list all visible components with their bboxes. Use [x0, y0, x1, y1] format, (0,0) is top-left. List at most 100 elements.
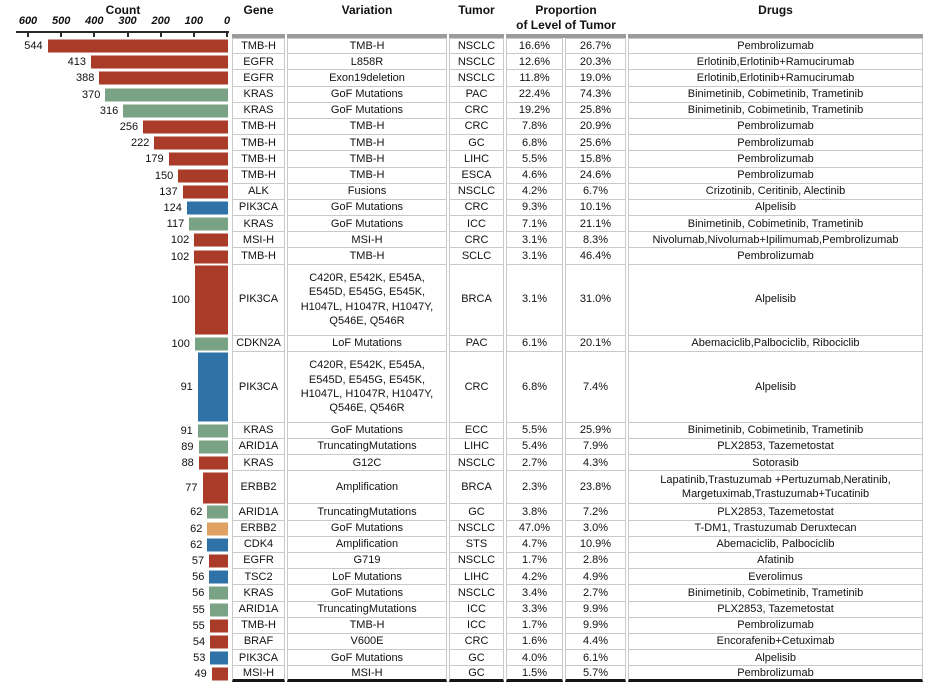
- count-bar-cell: 56: [0, 569, 230, 585]
- proportion-tumor-cell: 4.4%: [565, 633, 626, 651]
- drugs-cell: Pembrolizumab: [628, 167, 923, 184]
- drugs-cell: Erlotinib,Erlotinib+Ramucirumab: [628, 70, 923, 87]
- table-row: 222 TMB-H TMB-H GC 6.8% 25.6% Pembrolizumab: [0, 135, 925, 152]
- variation-cell: GoF Mutations: [287, 585, 447, 602]
- gene-cell: TMB-H: [232, 167, 285, 184]
- count-bar-cell: 150: [0, 168, 230, 184]
- drugs-cell: Binimetinib, Cobimetinib, Trametinib: [628, 216, 923, 233]
- drugs-cell: Pembrolizumab: [628, 666, 923, 682]
- proportion-tumor-cell: 25.9%: [565, 422, 626, 439]
- drugs-cell: Lapatinib,Trastuzumab +Pertuzumab,Nerati…: [628, 471, 923, 505]
- count-bar: [197, 352, 228, 422]
- count-value: 100: [171, 294, 190, 307]
- count-bar: [209, 586, 228, 600]
- tumor-cell: CRC: [449, 633, 504, 651]
- proportion-level-cell: 3.8%: [506, 504, 563, 521]
- proportion-level-cell: 6.1%: [506, 335, 563, 352]
- gene-cell: BRAF: [232, 633, 285, 651]
- table-row: 55 ARID1A TruncatingMutations ICC 3.3% 9.9% PL…: [0, 601, 925, 618]
- variation-cell: G719: [287, 552, 447, 570]
- count-value: 55: [192, 619, 205, 632]
- table-row: 388 EGFR Exon19deletion NSCLC 11.8% 19.0% Erlo…: [0, 70, 925, 87]
- count-bar-cell: 62: [0, 537, 230, 553]
- table-row: 544 TMB-H TMB-H NSCLC 16.6% 26.7% Pembrolizuma…: [0, 38, 925, 55]
- proportion-level-cell: 4.7%: [506, 536, 563, 553]
- count-bar: [143, 120, 228, 134]
- drugs-cell: Sotorasib: [628, 455, 923, 472]
- gene-cell: CDKN2A: [232, 335, 285, 352]
- drugs-cell: Everolimus: [628, 569, 923, 586]
- variation-cell: TruncatingMutations: [287, 439, 447, 456]
- count-bar: [186, 201, 228, 215]
- gene-cell: PIK3CA: [232, 264, 285, 336]
- column-header-proportion: Proportion of Level of Tumor: [506, 0, 626, 38]
- proportion-level-cell: 4.2%: [506, 569, 563, 586]
- tumor-cell: CRC: [449, 351, 504, 423]
- gene-cell: KRAS: [232, 102, 285, 119]
- variation-cell: Amplification: [287, 471, 447, 505]
- proportion-level-cell: 6.8%: [506, 351, 563, 423]
- gene-cell: ARID1A: [232, 504, 285, 521]
- proportion-level-cell: 1.7%: [506, 552, 563, 570]
- tumor-cell: ICC: [449, 617, 504, 634]
- drugs-cell: Binimetinib, Cobimetinib, Trametinib: [628, 102, 923, 119]
- count-bar: [207, 522, 228, 536]
- count-value: 137: [159, 185, 178, 198]
- table-row: 62 ERBB2 GoF Mutations NSCLC 47.0% 3.0% T-DM1,…: [0, 520, 925, 537]
- count-value: 256: [119, 121, 139, 134]
- count-bar-cell: 49: [0, 666, 230, 682]
- variation-cell: TMB-H: [287, 38, 447, 55]
- variation-cell: GoF Mutations: [287, 102, 447, 119]
- proportion-tumor-cell: 2.8%: [565, 552, 626, 570]
- gene-cell: ALK: [232, 183, 285, 200]
- drugs-cell: Pembrolizumab: [628, 248, 923, 265]
- table-row: 62 ARID1A TruncatingMutations GC 3.8% 7.2% PLX…: [0, 504, 925, 521]
- proportion-level-cell: 3.1%: [506, 232, 563, 249]
- proportion-tumor-cell: 4.3%: [565, 455, 626, 472]
- proportion-level-cell: 2.3%: [506, 471, 563, 505]
- proportion-tumor-cell: 3.0%: [565, 520, 626, 537]
- gene-cell: TMB-H: [232, 248, 285, 265]
- table-row: 256 TMB-H TMB-H CRC 7.8% 20.9% Pembrolizumab: [0, 118, 925, 136]
- column-header-tumor: Tumor: [449, 0, 504, 38]
- count-value: 100: [171, 337, 190, 350]
- gene-cell: PIK3CA: [232, 199, 285, 217]
- table-row: 179 TMB-H TMB-H LIHC 5.5% 15.8% Pembrolizumab: [0, 151, 925, 168]
- tumor-cell: NSCLC: [449, 183, 504, 200]
- count-bar-cell: 370: [0, 87, 230, 103]
- tumor-cell: ICC: [449, 601, 504, 618]
- gene-cell: TMB-H: [232, 38, 285, 55]
- count-bar-cell: 544: [0, 38, 230, 54]
- count-bar: [105, 88, 228, 102]
- variation-cell: TMB-H: [287, 135, 447, 152]
- proportion-tumor-cell: 74.3%: [565, 86, 626, 103]
- count-value: 49: [194, 668, 207, 681]
- table-body: 544 TMB-H TMB-H NSCLC 16.6% 26.7% Pembrolizuma…: [0, 38, 925, 682]
- drugs-cell: Abemaciclib, Palbociclib: [628, 536, 923, 553]
- gene-cell: MSI-H: [232, 666, 285, 682]
- count-value: 77: [185, 481, 198, 494]
- table-row: 102 TMB-H TMB-H SCLC 3.1% 46.4% Pembrolizumab: [0, 248, 925, 265]
- count-bar-cell: 256: [0, 119, 230, 135]
- count-bar-cell: 102: [0, 248, 230, 264]
- count-value: 124: [163, 201, 182, 214]
- variation-cell: TMB-H: [287, 248, 447, 265]
- gene-cell: ARID1A: [232, 601, 285, 618]
- tumor-cell: CRC: [449, 102, 504, 119]
- table-row: 53 PIK3CA GoF Mutations GC 4.0% 6.1% Alpelisib: [0, 650, 925, 667]
- count-bar-cell: 100: [0, 265, 230, 336]
- count-bar: [178, 169, 228, 183]
- gene-cell: KRAS: [232, 86, 285, 103]
- count-bar-cell: 62: [0, 504, 230, 520]
- gene-cell: TMB-H: [232, 118, 285, 136]
- tumor-cell: NSCLC: [449, 585, 504, 602]
- tumor-cell: LIHC: [449, 439, 504, 456]
- variation-cell: G12C: [287, 455, 447, 472]
- proportion-tumor-cell: 10.1%: [565, 199, 626, 217]
- count-axis-title: Count: [105, 3, 141, 17]
- proportion-level-cell: 4.2%: [506, 183, 563, 200]
- gene-cell: PIK3CA: [232, 650, 285, 667]
- drugs-cell: Nivolumab,Nivolumab+Ipilimumab,Pembroliz…: [628, 232, 923, 249]
- gene-cell: KRAS: [232, 216, 285, 233]
- proportion-tumor-cell: 20.9%: [565, 118, 626, 136]
